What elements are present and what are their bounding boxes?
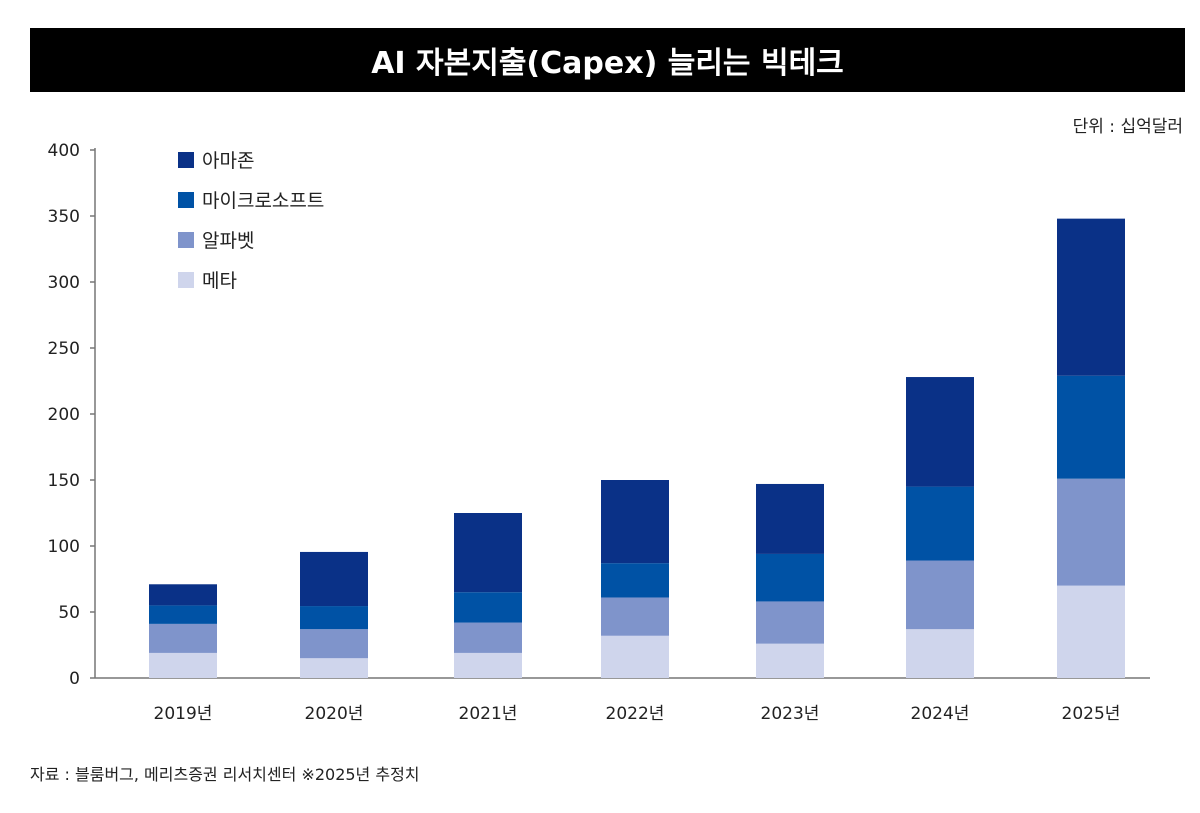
bar-segment-2023년-메타 bbox=[756, 643, 824, 678]
x-tick-label: 2025년 bbox=[1062, 704, 1121, 724]
bar-segment-2019년-아마존 bbox=[149, 584, 217, 606]
y-tick-label: 400 bbox=[48, 141, 80, 161]
bar-segment-2024년-마이크로소프트 bbox=[906, 486, 974, 561]
bar-segment-2020년-아마존 bbox=[300, 551, 368, 607]
bar-segment-2019년-마이크로소프트 bbox=[149, 605, 217, 624]
legend-label: 알파벳 bbox=[202, 230, 254, 252]
bar-segment-2025년-마이크로소프트 bbox=[1057, 375, 1125, 479]
bar-segment-2021년-메타 bbox=[454, 652, 522, 678]
unit-label: 단위 : 십억달러 bbox=[1072, 117, 1183, 137]
bar-segment-2021년-아마존 bbox=[454, 513, 522, 593]
x-tick-label: 2020년 bbox=[305, 704, 364, 724]
y-tick-label: 300 bbox=[48, 273, 80, 293]
y-tick-label: 50 bbox=[58, 603, 80, 623]
bar-segment-2023년-알파벳 bbox=[756, 601, 824, 644]
source-note: 자료 : 블룸버그, 메리츠증권 리서치센터 ※2025년 추정치 bbox=[30, 765, 420, 784]
bar-segment-2021년-알파벳 bbox=[454, 622, 522, 653]
legend-label: 마이크로소프트 bbox=[202, 190, 324, 212]
bar-segment-2022년-알파벳 bbox=[601, 597, 669, 636]
legend-label: 메타 bbox=[202, 270, 237, 292]
y-tick-label: 200 bbox=[48, 405, 80, 425]
x-tick-label: 2022년 bbox=[606, 704, 665, 724]
legend-swatch bbox=[178, 232, 194, 248]
bar-segment-2022년-메타 bbox=[601, 635, 669, 678]
legend-swatch bbox=[178, 152, 194, 168]
legend-swatch bbox=[178, 192, 194, 208]
x-tick-label: 2019년 bbox=[154, 704, 213, 724]
x-tick-label: 2023년 bbox=[761, 704, 820, 724]
bar-segment-2019년-메타 bbox=[149, 652, 217, 678]
y-tick-label: 350 bbox=[48, 207, 80, 227]
bar-segment-2023년-아마존 bbox=[756, 483, 824, 554]
bar-segment-2020년-마이크로소프트 bbox=[300, 606, 368, 630]
y-tick-label: 0 bbox=[69, 669, 80, 689]
bar-segment-2022년-마이크로소프트 bbox=[601, 563, 669, 598]
bar-segment-2019년-알파벳 bbox=[149, 623, 217, 653]
bar-segment-2024년-메타 bbox=[906, 629, 974, 678]
bar-segment-2025년-알파벳 bbox=[1057, 478, 1125, 586]
bar-segment-2024년-알파벳 bbox=[906, 560, 974, 630]
legend-swatch bbox=[178, 272, 194, 288]
y-tick-label: 100 bbox=[48, 537, 80, 557]
y-tick-label: 250 bbox=[48, 339, 80, 359]
x-tick-label: 2024년 bbox=[911, 704, 970, 724]
bar-segment-2022년-아마존 bbox=[601, 480, 669, 564]
bar-segment-2020년-메타 bbox=[300, 658, 368, 678]
bar-segment-2024년-아마존 bbox=[906, 377, 974, 487]
bar-segment-2020년-알파벳 bbox=[300, 629, 368, 659]
bar-segment-2025년-메타 bbox=[1057, 585, 1125, 678]
bar-segment-2021년-마이크로소프트 bbox=[454, 592, 522, 623]
bar-segment-2025년-아마존 bbox=[1057, 218, 1125, 376]
legend-label: 아마존 bbox=[202, 150, 254, 172]
chart-title: AI 자본지출(Capex) 늘리는 빅테크 bbox=[30, 28, 1185, 92]
bar-segment-2023년-마이크로소프트 bbox=[756, 553, 824, 602]
x-tick-label: 2021년 bbox=[459, 704, 518, 724]
y-tick-label: 150 bbox=[48, 471, 80, 491]
